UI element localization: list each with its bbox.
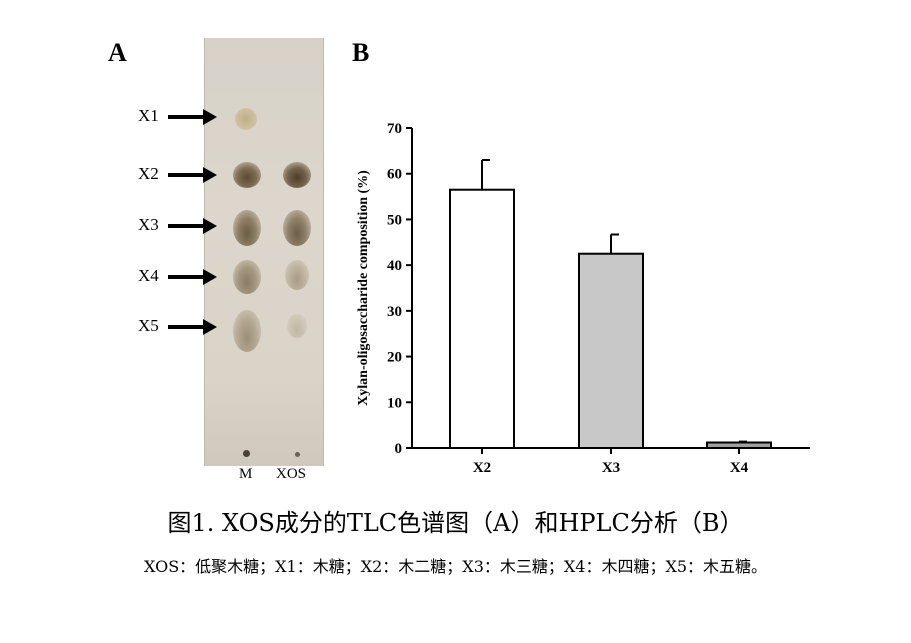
- y-tick-label: 30: [387, 304, 402, 320]
- marker-arrow-head-x2: [203, 167, 217, 183]
- x-tick-label-x3: X3: [602, 460, 620, 476]
- marker-arrow-head-x3: [203, 218, 217, 234]
- marker-arrow-head-x1: [203, 109, 217, 125]
- bar-x2: [449, 188, 515, 449]
- y-tick-label: 50: [387, 212, 402, 228]
- tlc-spot-xos-x3: [283, 210, 311, 246]
- figure-caption: 图1. XOS成分的TLC色谱图（A）和HPLC分析（B）: [167, 509, 744, 537]
- marker-label-x5: X5: [138, 316, 159, 335]
- y-axis-label: Xylan-oligosaccharide composition (%): [356, 170, 371, 406]
- tlc-spot-m-x3: [233, 210, 261, 246]
- panel-b-letter: B: [352, 38, 370, 67]
- y-tick-label: 60: [387, 167, 402, 183]
- y-tick-label: 10: [387, 395, 402, 411]
- y-tick-label: 70: [387, 121, 402, 137]
- panel-a-letter: A: [108, 38, 127, 67]
- y-tick-label: 0: [395, 441, 403, 457]
- marker-label-x1: X1: [138, 106, 159, 125]
- lane-label-m: M: [239, 466, 253, 482]
- marker-label-x3: X3: [138, 215, 159, 234]
- marker-arrow-x4: [168, 275, 204, 279]
- tlc-plate-image: [204, 38, 324, 466]
- marker-arrow-x3: [168, 224, 204, 228]
- tlc-spot-m-x1: [235, 108, 257, 130]
- tlc-origin-m: [243, 450, 250, 457]
- y-tick-label: 40: [387, 258, 402, 274]
- marker-label-x2: X2: [138, 164, 159, 183]
- tlc-origin-xos: [295, 452, 300, 457]
- lane-label-xos: XOS: [276, 466, 307, 482]
- tlc-spot-xos-x2: [283, 162, 311, 188]
- marker-arrow-x1: [168, 115, 204, 119]
- marker-arrow-x2: [168, 173, 204, 177]
- x-tick-label-x4: X4: [730, 460, 749, 476]
- tlc-spot-m-x2: [233, 162, 261, 188]
- tlc-spot-xos-x4: [285, 260, 309, 290]
- tlc-spot-m-x4: [233, 260, 261, 294]
- bar-x4: [706, 441, 772, 449]
- bar-x3: [578, 252, 644, 449]
- tlc-spot-xos-x5: [287, 314, 307, 338]
- marker-arrow-x5: [168, 325, 204, 329]
- figure-legend-note: XOS：低聚木糖；X1：木糖；X2：木二糖；X3：木三糖；X4：木四糖；X5：木…: [143, 557, 768, 576]
- marker-arrow-head-x4: [203, 269, 217, 285]
- y-tick-label: 20: [387, 350, 402, 366]
- marker-arrow-head-x5: [203, 319, 217, 335]
- tlc-spot-m-x5: [233, 310, 261, 352]
- marker-label-x4: X4: [138, 266, 159, 285]
- bar-chart: 0 10 20 30 40 50 60 70 Xylan-oligosaccharide com…: [356, 121, 810, 476]
- x-tick-label-x2: X2: [473, 460, 491, 476]
